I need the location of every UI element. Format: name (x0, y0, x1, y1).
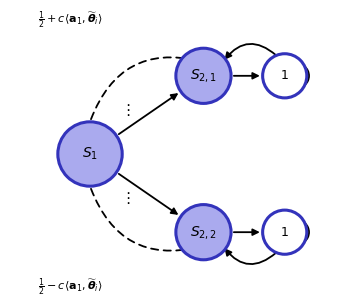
Circle shape (263, 210, 307, 254)
Text: $S_{2,1}$: $S_{2,1}$ (190, 67, 217, 84)
Text: $\vdots$: $\vdots$ (120, 102, 130, 118)
Text: $\frac{1}{2} + c\langle \mathbf{a}_1, \widetilde{\boldsymbol{\theta}}_i\rangle$: $\frac{1}{2} + c\langle \mathbf{a}_1, \w… (38, 10, 103, 31)
Text: $S_1$: $S_1$ (82, 146, 98, 162)
Text: $\vdots$: $\vdots$ (120, 190, 130, 206)
Circle shape (176, 48, 231, 103)
Text: $S_{2,2}$: $S_{2,2}$ (190, 224, 217, 241)
Text: $1$: $1$ (280, 69, 289, 82)
Circle shape (263, 54, 307, 98)
Circle shape (58, 122, 122, 186)
Text: $1$: $1$ (280, 226, 289, 239)
Circle shape (176, 205, 231, 260)
Text: $\frac{1}{2} - c\langle \mathbf{a}_1, \widetilde{\boldsymbol{\theta}}_i\rangle$: $\frac{1}{2} - c\langle \mathbf{a}_1, \w… (38, 277, 103, 298)
